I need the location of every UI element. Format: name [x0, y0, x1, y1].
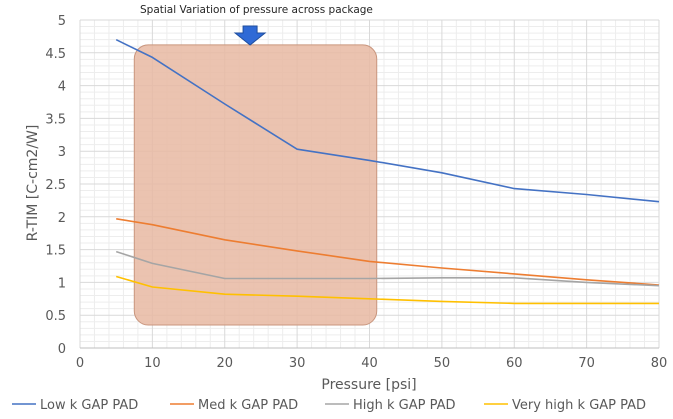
legend-label: Low k GAP PAD: [40, 398, 138, 413]
y-tick-label: 2.5: [45, 178, 66, 193]
x-tick-label: 20: [216, 356, 233, 371]
x-tick-label: 0: [76, 356, 84, 371]
series-line-3: [115, 250, 660, 287]
y-axis-title: R-TIM [C-cm2/W]: [25, 125, 41, 242]
x-axis-tick-labels: 0 10 20 30 40 50 60 70 80: [76, 356, 667, 371]
series-lines: [115, 38, 660, 305]
legend: Low k GAP PAD Med k GAP PAD High k GAP PAD…: [12, 398, 646, 413]
legend-label: High k GAP PAD: [353, 398, 456, 413]
x-tick-label: 10: [144, 356, 161, 371]
annotation-text: Spatial Variation of pressure across pac…: [140, 4, 373, 16]
legend-label: Med k GAP PAD: [198, 398, 298, 413]
series-line-2: [116, 218, 660, 286]
y-tick-label: 2: [58, 211, 66, 226]
x-tick-label: 60: [506, 356, 523, 371]
legend-label: Very high k GAP PAD: [512, 398, 646, 413]
series-line-1: [115, 38, 660, 203]
x-tick-label: 30: [289, 356, 306, 371]
y-tick-label: 0.5: [45, 309, 66, 324]
pressure-variation-box: [133, 44, 378, 326]
down-arrow-shape: [233, 25, 267, 46]
series-line-4: [115, 275, 659, 305]
down-arrow-icon: [233, 25, 267, 46]
y-tick-label: 4.5: [45, 47, 66, 62]
y-axis-tick-labels: 0 0.5 1 1.5 2 2.5 3 3.5 4 4.5 5: [45, 14, 66, 357]
pressure-variation-region: [133, 44, 378, 326]
x-axis-title: Pressure [psi]: [321, 377, 416, 393]
y-tick-label: 1: [58, 276, 66, 291]
x-tick-label: 70: [578, 356, 595, 371]
y-tick-label: 4: [58, 80, 66, 95]
y-tick-label: 0: [58, 342, 66, 357]
x-tick-label: 50: [434, 356, 451, 371]
y-tick-label: 3.5: [45, 112, 66, 127]
x-tick-label: 80: [651, 356, 668, 371]
y-tick-label: 3: [58, 145, 66, 160]
y-tick-label: 5: [58, 14, 66, 29]
y-tick-label: 1.5: [45, 244, 66, 259]
x-tick-label: 40: [361, 356, 378, 371]
